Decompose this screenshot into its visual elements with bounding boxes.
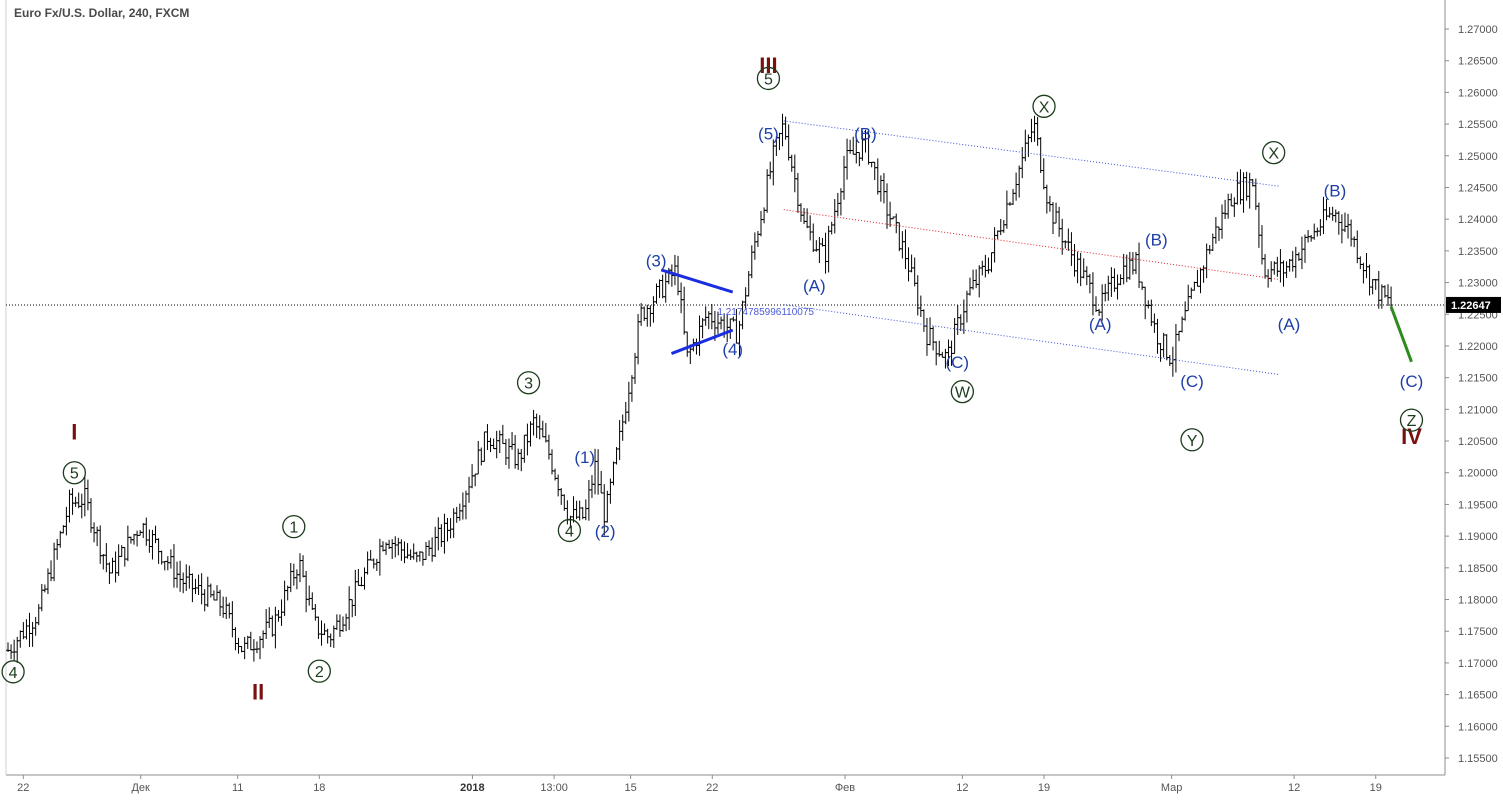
- triangle-upper-line: [660, 268, 734, 294]
- last-price-label: 1.22647: [1451, 300, 1491, 312]
- wave-label-paren: (C): [1400, 372, 1424, 391]
- wave-label-paren: (2): [595, 522, 616, 541]
- y-tick-label: 1.19500: [1458, 499, 1498, 511]
- y-tick-label: 1.26000: [1458, 87, 1498, 99]
- y-tick-label: 1.17500: [1458, 626, 1498, 638]
- wave-label-paren: (4): [722, 340, 743, 359]
- x-tick-label: Мар: [1161, 782, 1183, 794]
- y-tick-label: 1.21500: [1458, 373, 1498, 385]
- wave-label-circle-text: W: [955, 385, 971, 402]
- x-tick-label: 19: [1038, 782, 1050, 794]
- wave-label-paren: (A): [1278, 315, 1301, 334]
- wave-label-circle: [557, 518, 582, 543]
- last-price-badge: [1446, 296, 1501, 313]
- x-tick-label: 2018: [460, 782, 484, 794]
- channel-upper-line: [783, 120, 1279, 187]
- wave-label-circle-text: X: [1268, 146, 1279, 163]
- chart-title: Euro Fx/U.S. Dollar, 240, FXCM: [14, 6, 190, 20]
- y-tick-label: 1.17000: [1458, 658, 1498, 670]
- wave-label-paren: (B): [1324, 182, 1347, 201]
- y-tick-label: 1.16500: [1458, 690, 1498, 702]
- wave-label-circle-text: Y: [1187, 433, 1198, 450]
- wave-label-paren: (3): [646, 251, 667, 270]
- y-tick-label: 1.20000: [1458, 468, 1498, 480]
- wave-label-circle-text: 2: [315, 664, 324, 681]
- wave-label-circle: [62, 461, 86, 485]
- x-tick-label: 12: [1288, 782, 1300, 794]
- y-tick-label: 1.22000: [1458, 341, 1498, 353]
- y-tick-label: 1.19000: [1458, 531, 1498, 543]
- wave-label-circle-text: 5: [70, 466, 79, 483]
- x-tick-label: 12: [956, 782, 968, 794]
- y-tick-label: 1.27000: [1458, 24, 1498, 36]
- x-tick-label: 15: [625, 782, 637, 794]
- x-tick-label: 22: [706, 782, 718, 794]
- wave-label-circle-text: 1: [289, 520, 298, 537]
- y-tick-label: 1.21000: [1458, 404, 1498, 416]
- x-tick-label: Фев: [835, 782, 855, 794]
- candles-layer: [6, 113, 1394, 663]
- y-tick-label: 1.25000: [1458, 151, 1498, 163]
- y-tick-label: 1.26500: [1458, 56, 1498, 68]
- wave-label-paren: (A): [1089, 315, 1112, 334]
- wave-label-circle-text: X: [1039, 99, 1050, 116]
- wave-label-circle: [756, 66, 781, 91]
- y-tick-label: 1.23500: [1458, 246, 1498, 258]
- wave-label-paren: (C): [1180, 372, 1204, 391]
- wave-label-circle: [282, 514, 306, 539]
- y-tick-label: 1.16000: [1458, 721, 1498, 733]
- x-tick-label: 22: [17, 782, 29, 794]
- wave-label-circle-text: 5: [764, 71, 773, 88]
- y-tick-label: 1.18000: [1458, 595, 1498, 607]
- wave-label-circle: [1399, 408, 1424, 432]
- wave-label-circle-text: 4: [9, 665, 18, 682]
- y-tick-label: 1.18500: [1458, 563, 1498, 575]
- wave-label-circle: [516, 371, 541, 395]
- wave-label-paren: (B): [1145, 230, 1168, 249]
- x-tick-label: 18: [313, 782, 325, 794]
- x-tick-label: 19: [1370, 782, 1382, 794]
- y-tick-label: 1.15500: [1458, 753, 1498, 765]
- fib-level-label: 1.2174785996110075: [717, 307, 814, 318]
- wave-label-circle-text: 3: [524, 376, 533, 393]
- wave-label-paren: (C): [945, 353, 969, 372]
- wave-label-circle: [1032, 94, 1056, 118]
- y-tick-label: 1.24000: [1458, 214, 1498, 226]
- wave-label-circle: [1262, 140, 1286, 165]
- triangle-lower-line: [670, 328, 734, 355]
- y-tick-label: 1.24500: [1458, 182, 1498, 194]
- x-tick-label: Дек: [131, 782, 150, 794]
- wave-labels-layer: IIIIIIIV5412345WXYXZ(1)(2)(3)(4)(5)(A)(B…: [1, 53, 1424, 704]
- axes-layer: 1.15500 1.16000 1.16500 1.17000 1.17500 1.180…: [5, 0, 1501, 794]
- wave-label-paren: (A): [803, 277, 826, 296]
- y-tick-label: 1.25500: [1458, 119, 1498, 131]
- projection-line: [1389, 306, 1413, 363]
- wave-label-paren: (1): [574, 448, 595, 467]
- wave-label-paren: (5): [758, 125, 779, 144]
- wave-label-circle: [307, 659, 331, 683]
- x-tick-label: 11: [232, 782, 243, 794]
- annotation-lines-layer: 1.2174785996110075: [6, 120, 1445, 375]
- channel-lower-line: [783, 304, 1279, 375]
- wave-label-circle: [1180, 428, 1204, 452]
- wave-label-paren: (B): [854, 125, 877, 144]
- y-tick-label: 1.23000: [1458, 278, 1498, 290]
- wave-label-circle-text: Z: [1407, 413, 1417, 430]
- wave-label-circle: [1, 660, 25, 684]
- wave-label-circle: [950, 379, 975, 404]
- wave-label-roman: II: [252, 679, 264, 704]
- channel-mid-line: [783, 209, 1279, 280]
- x-tick-label: 13:00: [540, 782, 568, 794]
- wave-label-roman: III: [759, 53, 777, 78]
- wave-label-circle-text: 4: [565, 523, 574, 540]
- y-tick-label: 1.20500: [1458, 436, 1498, 448]
- wave-label-roman: I: [71, 420, 77, 445]
